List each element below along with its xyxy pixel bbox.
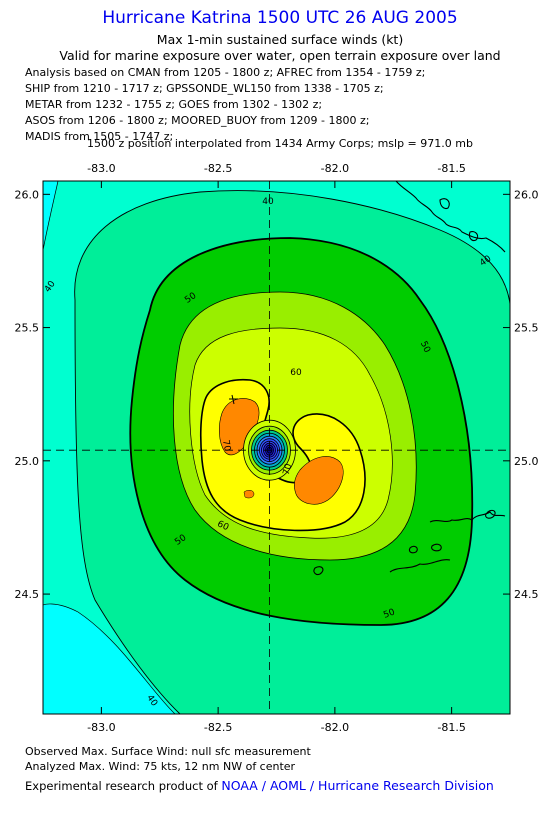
source-line: ASOS from 1206 - 1800 z; MOORED_BUOY fro… <box>25 114 370 127</box>
observed-max-wind: Observed Max. Surface Wind: null sfc mea… <box>25 745 311 758</box>
max-wind-region-small <box>243 490 255 499</box>
x-tick-label-bottom: -82.5 <box>204 721 232 734</box>
chart-subtitle-exposure: Valid for marine exposure over water, op… <box>59 48 501 63</box>
y-tick-label-right: 24.5 <box>514 588 539 601</box>
source-line: SHIP from 1210 - 1717 z; GPSSONDE_WL150 … <box>25 82 384 95</box>
land-outline <box>485 509 496 519</box>
analyzed-max-wind: Analyzed Max. Wind: 75 kts, 12 nm NW of … <box>25 760 296 773</box>
source-line: MADIS from 1505 - 1747 z; <box>25 130 174 143</box>
x-tick-label-bottom: -82.0 <box>321 721 349 734</box>
land-outline <box>439 198 450 210</box>
land-outline <box>431 543 442 552</box>
x-tick-label-top: -82.5 <box>204 162 232 175</box>
x-tick-label-bottom: -81.5 <box>437 721 465 734</box>
x-tick-label-top: -81.5 <box>437 162 465 175</box>
contour-label: 70 <box>282 462 295 476</box>
position-note: 1500 z position interpolated from 1434 A… <box>87 137 473 150</box>
contour-label: 70 <box>220 439 232 452</box>
contour-label: 50 <box>418 340 432 355</box>
land-outline <box>468 231 479 242</box>
y-tick-label-right: 25.5 <box>514 322 539 335</box>
x-tick-label-bottom: -83.0 <box>87 721 115 734</box>
contour-label: 50 <box>382 607 396 620</box>
x-tick-label-top: -83.0 <box>87 162 115 175</box>
y-tick-label-left: 25.5 <box>15 322 40 335</box>
credit-prefix: Experimental research product of <box>25 779 222 793</box>
y-tick-label-left: 24.5 <box>15 588 40 601</box>
max-wind-region-se <box>294 456 344 505</box>
plot-frame <box>42 180 511 715</box>
contour-label: 60 <box>216 519 231 533</box>
y-tick-label-left: 26.0 <box>15 188 40 201</box>
axis-ticks: -83.0 -83.0 -82.5 -82.5 -82.0 -82.0 -81.5 -81.5… <box>15 162 539 734</box>
land-outline <box>408 545 418 554</box>
credit-organization-link[interactable]: NOAA / AOML / Hurricane Research Divisio… <box>221 778 494 793</box>
y-tick-label-right: 26.0 <box>514 188 539 201</box>
x-tick-label-top: -82.0 <box>321 162 349 175</box>
storm-symbol <box>229 394 238 405</box>
land-outline <box>389 559 451 573</box>
y-tick-label-right: 25.0 <box>514 455 539 468</box>
credit-line: Experimental research product of NOAA / … <box>25 778 494 793</box>
y-tick-label-left: 25.0 <box>15 455 40 468</box>
source-line: METAR from 1232 - 1755 z; GOES from 1302… <box>25 98 323 111</box>
land-outline <box>313 566 324 576</box>
land-outline <box>395 181 506 253</box>
chart-subtitle: Max 1-min sustained surface winds (kt) <box>156 32 404 47</box>
contour-label: 60 <box>290 368 302 378</box>
source-line: Analysis based on CMAN from 1205 - 1800 … <box>25 66 426 79</box>
contour-label: 40 <box>262 197 274 207</box>
wind-contour-field <box>43 181 510 714</box>
chart-title: Hurricane Katrina 1500 UTC 26 AUG 2005 <box>102 8 458 28</box>
